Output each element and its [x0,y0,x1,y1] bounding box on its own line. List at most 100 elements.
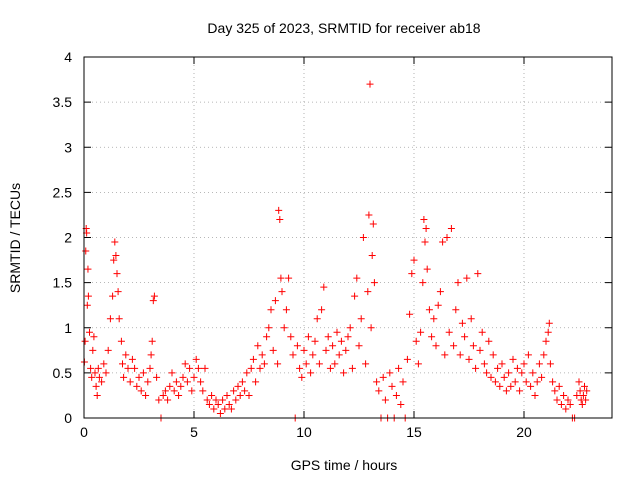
data-point [199,387,207,395]
data-point [88,373,96,381]
data-point [133,382,141,390]
data-point [467,315,475,323]
data-point [320,283,328,291]
data-point [109,292,117,300]
data-point [545,319,553,327]
data-point [94,364,102,372]
data-point [340,369,348,377]
data-point [553,396,561,404]
data-point [289,351,297,359]
data-point [575,378,583,386]
data-point [298,373,306,381]
data-points [80,80,591,422]
data-point [529,369,537,377]
data-point [414,360,422,368]
data-point [304,333,312,341]
data-point [142,391,150,399]
data-point [494,364,502,372]
data-point [238,378,246,386]
data-point [420,215,428,223]
data-point [507,382,515,390]
data-point [324,333,332,341]
data-point [201,364,209,372]
data-point [388,382,396,390]
data-point [505,369,513,377]
data-point [256,364,264,372]
data-point [397,400,405,408]
data-point [164,396,172,404]
data-point [265,324,273,332]
y-tick-label: 1.5 [53,275,73,291]
data-point [93,391,101,399]
data-point [496,382,504,390]
data-point [236,391,244,399]
x-axis-label: GPS time / hours [291,457,398,473]
data-point [137,387,145,395]
data-point [579,391,587,399]
data-point [375,387,383,395]
data-point [513,364,521,372]
data-point [172,378,180,386]
data-point [210,405,218,413]
data-point [465,355,473,363]
data-point [355,342,363,350]
x-tick-label: 5 [190,424,198,440]
data-point [326,364,334,372]
data-point [531,391,539,399]
data-point [175,391,183,399]
data-point [333,328,341,336]
data-point [540,351,548,359]
data-point [562,405,570,413]
data-point [410,256,418,264]
data-point [487,373,495,381]
data-point [419,279,427,287]
data-point [337,337,345,345]
data-point [538,373,546,381]
y-tick-label: 2.5 [53,184,73,200]
data-point [472,364,480,372]
data-point [161,387,169,395]
data-point [275,206,283,214]
data-point [489,351,497,359]
data-point [439,238,447,246]
data-point [522,378,530,386]
data-point [362,360,370,368]
data-point [386,369,394,377]
data-point [128,355,136,363]
data-point [322,346,330,354]
data-point [318,306,326,314]
data-point [263,333,271,341]
data-point [573,391,581,399]
data-point [186,364,194,372]
data-point [302,360,310,368]
data-point [474,270,482,278]
data-point [148,337,156,345]
data-point [351,292,359,300]
data-point [381,396,389,404]
data-point [445,328,453,336]
y-tick-label: 0.5 [53,365,73,381]
data-point [234,382,242,390]
data-point [368,252,376,260]
data-point [491,378,499,386]
data-point [463,274,471,282]
data-point [119,360,126,368]
data-point [131,364,139,372]
data-point [159,391,167,399]
x-tick-label: 0 [80,424,88,440]
data-point [205,400,213,408]
data-point [478,328,486,336]
data-point [454,279,462,287]
data-point [436,288,444,296]
y-tick-label: 2 [64,230,72,246]
data-point [197,378,205,386]
data-point [146,364,154,372]
data-point [147,351,155,359]
data-point [353,274,361,282]
data-point [120,373,128,381]
data-point [369,220,377,228]
data-point [518,369,526,377]
data-point [408,270,416,278]
data-point [480,360,488,368]
data-point [296,364,304,372]
